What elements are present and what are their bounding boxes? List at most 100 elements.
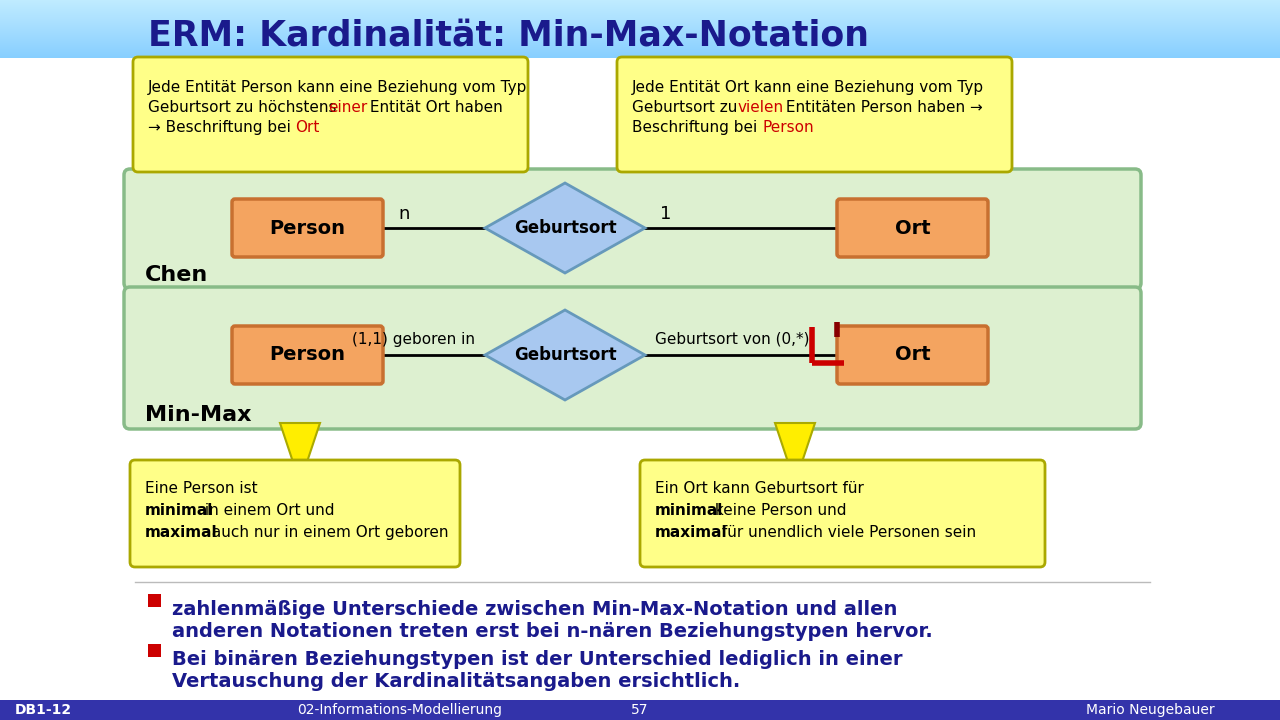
Bar	[148, 594, 161, 607]
Bar	[0, 34, 1280, 35]
FancyBboxPatch shape	[133, 57, 529, 172]
Text: Geburtsort: Geburtsort	[513, 346, 616, 364]
Bar	[0, 53, 1280, 54]
Text: maximal: maximal	[655, 525, 727, 540]
Bar	[0, 36, 1280, 37]
FancyBboxPatch shape	[640, 460, 1044, 567]
Bar	[0, 51, 1280, 52]
Text: auch nur in einem Ort geboren: auch nur in einem Ort geboren	[207, 525, 448, 540]
Text: maximal: maximal	[145, 525, 218, 540]
Text: Geburtsort von (0,*): Geburtsort von (0,*)	[655, 332, 809, 347]
Bar	[0, 31, 1280, 32]
Text: (1,1) geboren in: (1,1) geboren in	[352, 332, 475, 347]
Text: Jede Entität Ort kann eine Beziehung vom Typ: Jede Entität Ort kann eine Beziehung vom…	[632, 80, 984, 95]
Text: minimal: minimal	[145, 503, 214, 518]
Bar	[0, 56, 1280, 57]
Text: Ort: Ort	[895, 346, 931, 364]
Bar	[0, 54, 1280, 55]
FancyBboxPatch shape	[124, 287, 1140, 429]
Bar	[0, 28, 1280, 29]
Bar	[0, 58, 1280, 700]
Bar	[0, 14, 1280, 15]
Polygon shape	[265, 167, 780, 200]
Text: Person: Person	[270, 218, 346, 238]
Polygon shape	[485, 183, 645, 273]
Bar	[0, 48, 1280, 49]
Text: Jede Entität Person kann eine Beziehung vom Typ: Jede Entität Person kann eine Beziehung …	[148, 80, 527, 95]
Text: Ort: Ort	[294, 120, 320, 135]
Text: Ein Ort kann Geburtsort für: Ein Ort kann Geburtsort für	[655, 481, 864, 496]
Bar	[0, 25, 1280, 26]
Bar	[0, 9, 1280, 10]
FancyBboxPatch shape	[837, 326, 988, 384]
Bar	[0, 50, 1280, 51]
FancyBboxPatch shape	[617, 57, 1012, 172]
Bar	[0, 2, 1280, 3]
FancyBboxPatch shape	[131, 460, 460, 567]
Bar	[0, 26, 1280, 27]
Bar	[0, 22, 1280, 23]
Bar	[0, 27, 1280, 28]
Text: keine Person und: keine Person und	[710, 503, 846, 518]
Text: Entitäten Person haben →: Entitäten Person haben →	[781, 100, 983, 115]
Text: in einem Ort und: in einem Ort und	[200, 503, 334, 518]
Bar	[0, 12, 1280, 13]
Bar	[0, 43, 1280, 44]
Bar	[0, 4, 1280, 5]
Bar	[0, 46, 1280, 47]
Bar	[0, 35, 1280, 36]
Text: einer: einer	[328, 100, 367, 115]
Bar	[0, 7, 1280, 8]
Bar	[0, 23, 1280, 24]
FancyBboxPatch shape	[837, 199, 988, 257]
Bar	[0, 33, 1280, 34]
Text: für unendlich viele Personen sein: für unendlich viele Personen sein	[717, 525, 977, 540]
Bar	[0, 52, 1280, 53]
Bar	[0, 18, 1280, 19]
Text: Geburtsort: Geburtsort	[513, 219, 616, 237]
Bar	[0, 700, 1280, 720]
Bar	[0, 17, 1280, 18]
Text: Bei binären Beziehungstypen ist der Unterschied lediglich in einer: Bei binären Beziehungstypen ist der Unte…	[172, 650, 902, 669]
Text: vielen: vielen	[739, 100, 785, 115]
Text: ERM: Kardinalität: Min-Max-Notation: ERM: Kardinalität: Min-Max-Notation	[148, 19, 869, 53]
Bar	[0, 10, 1280, 11]
Polygon shape	[265, 167, 780, 200]
Bar	[0, 32, 1280, 33]
Text: Entität Ort haben: Entität Ort haben	[365, 100, 503, 115]
Polygon shape	[280, 423, 320, 468]
Text: 57: 57	[631, 703, 649, 717]
Text: Geburtsort zu höchstens: Geburtsort zu höchstens	[148, 100, 342, 115]
Bar	[0, 39, 1280, 40]
Bar	[0, 3, 1280, 4]
Bar	[0, 44, 1280, 45]
Bar	[0, 0, 1280, 1]
Text: Person: Person	[270, 346, 346, 364]
Bar	[0, 11, 1280, 12]
Bar	[148, 644, 161, 657]
Bar	[0, 38, 1280, 39]
Bar	[0, 5, 1280, 6]
Text: Min-Max: Min-Max	[145, 405, 251, 425]
FancyBboxPatch shape	[232, 199, 383, 257]
Text: Person: Person	[762, 120, 814, 135]
Text: Chen: Chen	[145, 265, 209, 285]
Bar	[0, 55, 1280, 56]
Text: Vertauschung der Kardinalitätsangaben ersichtlich.: Vertauschung der Kardinalitätsangaben er…	[172, 672, 740, 691]
Bar	[0, 49, 1280, 50]
Bar	[0, 41, 1280, 42]
Bar	[0, 40, 1280, 41]
Polygon shape	[774, 423, 815, 468]
Text: n: n	[398, 205, 410, 223]
Text: Ort: Ort	[895, 218, 931, 238]
Bar	[0, 45, 1280, 46]
Bar	[0, 15, 1280, 16]
Bar	[0, 37, 1280, 38]
Text: 1: 1	[660, 205, 672, 223]
FancyBboxPatch shape	[232, 326, 383, 384]
Text: zahlenmäßige Unterschiede zwischen Min-Max-Notation und allen: zahlenmäßige Unterschiede zwischen Min-M…	[172, 600, 897, 619]
Text: → Beschriftung bei: → Beschriftung bei	[148, 120, 296, 135]
Bar	[0, 24, 1280, 25]
Bar	[0, 13, 1280, 14]
Text: Beschriftung bei: Beschriftung bei	[632, 120, 762, 135]
